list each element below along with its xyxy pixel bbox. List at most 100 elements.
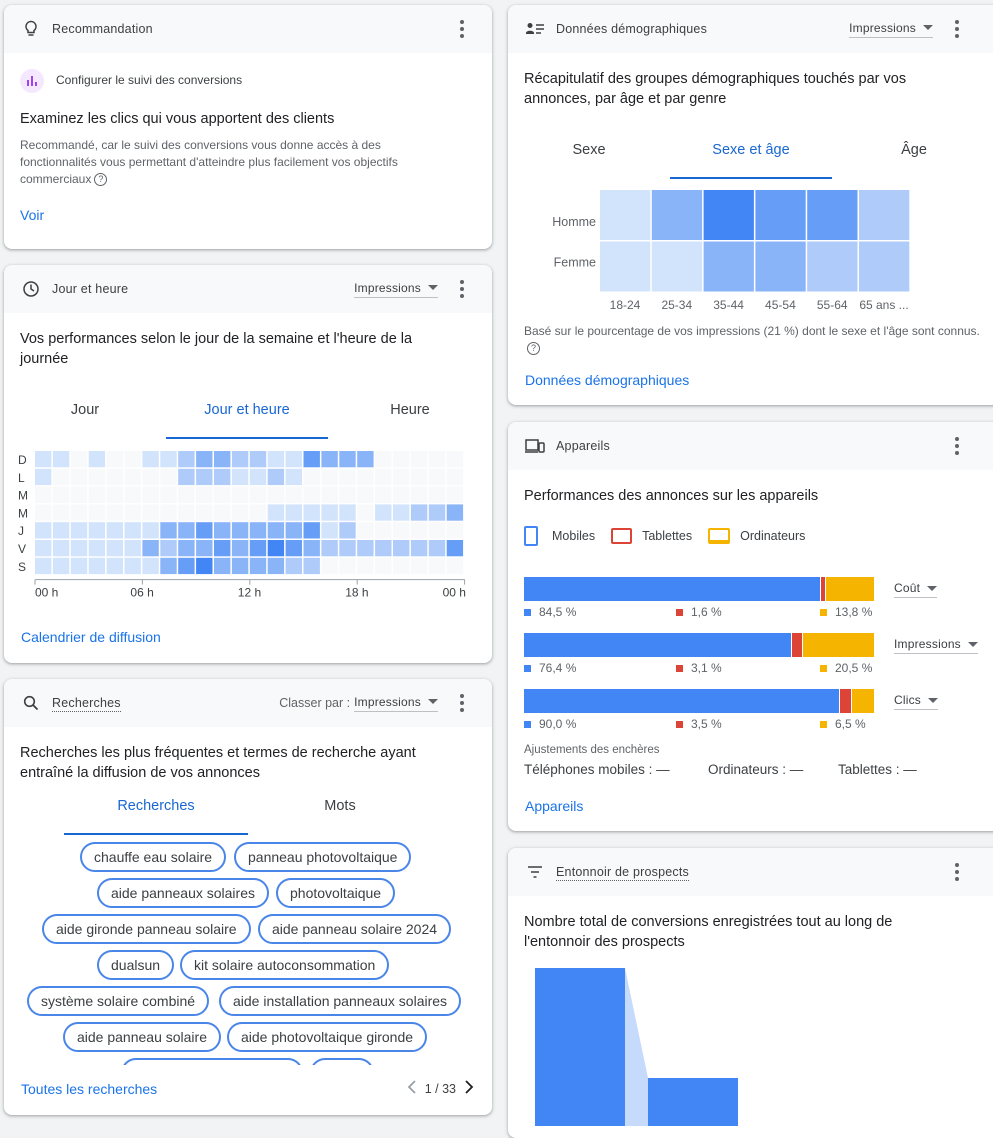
- heatmap-cell[interactable]: [52, 468, 70, 486]
- tab-searches[interactable]: Recherches: [64, 793, 248, 835]
- heatmap-cell[interactable]: [52, 451, 70, 468]
- heatmap-cell[interactable]: [249, 486, 267, 503]
- more-options-icon[interactable]: [955, 437, 959, 455]
- heatmap-cell[interactable]: [267, 557, 285, 575]
- heatmap-cell[interactable]: [339, 540, 356, 557]
- heatmap-cell[interactable]: [52, 557, 70, 575]
- heatmap-cell[interactable]: [249, 540, 267, 557]
- device-bar-segment[interactable]: [524, 689, 839, 713]
- heatmap-cell[interactable]: [160, 486, 177, 503]
- heatmap-cell[interactable]: [106, 468, 123, 486]
- heatmap-cell[interactable]: [428, 522, 446, 539]
- heatmap-cell[interactable]: [35, 451, 52, 468]
- metric-dropdown[interactable]: Impressions: [354, 281, 438, 298]
- heatmap-cell[interactable]: [178, 557, 195, 575]
- tab-day[interactable]: Jour: [70, 402, 100, 418]
- heatmap-cell[interactable]: [357, 451, 374, 468]
- heatmap-cell[interactable]: [375, 451, 392, 468]
- card-title[interactable]: Recherches: [52, 695, 121, 712]
- heatmap-cell[interactable]: [160, 504, 177, 521]
- heatmap-cell[interactable]: [124, 557, 141, 575]
- heatmap-cell[interactable]: [375, 486, 392, 503]
- heatmap-cell[interactable]: [446, 540, 464, 557]
- heatmap-cell[interactable]: [214, 451, 231, 468]
- heatmap-cell[interactable]: [178, 504, 195, 521]
- heatmap-cell[interactable]: [410, 557, 428, 575]
- heatmap-cell[interactable]: [446, 468, 464, 486]
- heatmap-cell[interactable]: [393, 557, 410, 575]
- heatmap-cell[interactable]: [124, 522, 141, 539]
- heatmap-cell[interactable]: [106, 486, 123, 503]
- tab-age[interactable]: Âge: [901, 142, 927, 158]
- device-metric-dropdown[interactable]: Clics: [894, 693, 938, 710]
- heatmap-cell[interactable]: [52, 522, 70, 539]
- chevron-left-icon[interactable]: [407, 1080, 417, 1097]
- view-link[interactable]: Voir: [20, 207, 45, 223]
- heatmap-cell[interactable]: [52, 540, 70, 557]
- heatmap-cell[interactable]: [267, 451, 285, 468]
- heatmap-cell[interactable]: [214, 540, 231, 557]
- heatmap-cell[interactable]: [285, 468, 302, 486]
- heatmap-cell[interactable]: [106, 451, 123, 468]
- heatmap-cell[interactable]: [410, 522, 428, 539]
- heatmap-cell[interactable]: [375, 504, 392, 521]
- heatmap-cell[interactable]: [303, 504, 320, 521]
- heatmap-cell[interactable]: [410, 504, 428, 521]
- heatmap-cell[interactable]: [231, 540, 249, 557]
- heatmap-cell[interactable]: [196, 451, 213, 468]
- heatmap-cell[interactable]: [393, 504, 410, 521]
- heatmap-cell[interactable]: [231, 486, 249, 503]
- devices-link[interactable]: Appareils: [525, 798, 584, 814]
- heatmap-cell[interactable]: [231, 522, 249, 539]
- heatmap-cell[interactable]: [142, 468, 159, 486]
- search-chip[interactable]: aide panneau solaire 2024: [258, 914, 452, 944]
- heatmap-cell[interactable]: [357, 486, 374, 503]
- heatmap-cell[interactable]: [142, 557, 159, 575]
- tab-words[interactable]: Mots: [324, 798, 356, 814]
- heatmap-cell[interactable]: [285, 504, 302, 521]
- demographic-cell[interactable]: [755, 241, 806, 292]
- heatmap-cell[interactable]: [124, 486, 141, 503]
- heatmap-cell[interactable]: [35, 522, 52, 539]
- heatmap-cell[interactable]: [231, 468, 249, 486]
- heatmap-cell[interactable]: [88, 451, 106, 468]
- heatmap-cell[interactable]: [70, 486, 88, 503]
- heatmap-cell[interactable]: [70, 468, 88, 486]
- heatmap-cell[interactable]: [285, 557, 302, 575]
- heatmap-cell[interactable]: [214, 522, 231, 539]
- search-chip[interactable]: aide photovoltaique gironde: [227, 1022, 428, 1052]
- device-metric-dropdown[interactable]: Impressions: [894, 637, 978, 654]
- heatmap-cell[interactable]: [214, 468, 231, 486]
- heatmap-cell[interactable]: [88, 504, 106, 521]
- heatmap-cell[interactable]: [267, 540, 285, 557]
- help-icon[interactable]: ?: [527, 342, 540, 356]
- heatmap-cell[interactable]: [267, 504, 285, 521]
- heatmap-cell[interactable]: [303, 486, 320, 503]
- device-bar-segment[interactable]: [825, 577, 874, 601]
- heatmap-cell[interactable]: [285, 451, 302, 468]
- heatmap-cell[interactable]: [106, 522, 123, 539]
- heatmap-cell[interactable]: [410, 486, 428, 503]
- heatmap-cell[interactable]: [214, 486, 231, 503]
- heatmap-cell[interactable]: [178, 522, 195, 539]
- heatmap-cell[interactable]: [285, 522, 302, 539]
- heatmap-cell[interactable]: [339, 557, 356, 575]
- heatmap-cell[interactable]: [410, 540, 428, 557]
- heatmap-cell[interactable]: [321, 540, 338, 557]
- heatmap-cell[interactable]: [142, 522, 159, 539]
- heatmap-cell[interactable]: [178, 540, 195, 557]
- heatmap-cell[interactable]: [428, 504, 446, 521]
- more-options-icon[interactable]: [460, 694, 464, 712]
- heatmap-cell[interactable]: [249, 522, 267, 539]
- search-chip[interactable]: photovoltaique: [276, 878, 396, 908]
- heatmap-cell[interactable]: [249, 468, 267, 486]
- heatmap-cell[interactable]: [35, 486, 52, 503]
- heatmap-cell[interactable]: [196, 540, 213, 557]
- all-searches-link[interactable]: Toutes les recherches: [21, 1081, 158, 1097]
- heatmap-cell[interactable]: [321, 468, 338, 486]
- heatmap-cell[interactable]: [196, 522, 213, 539]
- heatmap-cell[interactable]: [124, 451, 141, 468]
- heatmap-cell[interactable]: [124, 468, 141, 486]
- heatmap-cell[interactable]: [321, 504, 338, 521]
- heatmap-cell[interactable]: [106, 557, 123, 575]
